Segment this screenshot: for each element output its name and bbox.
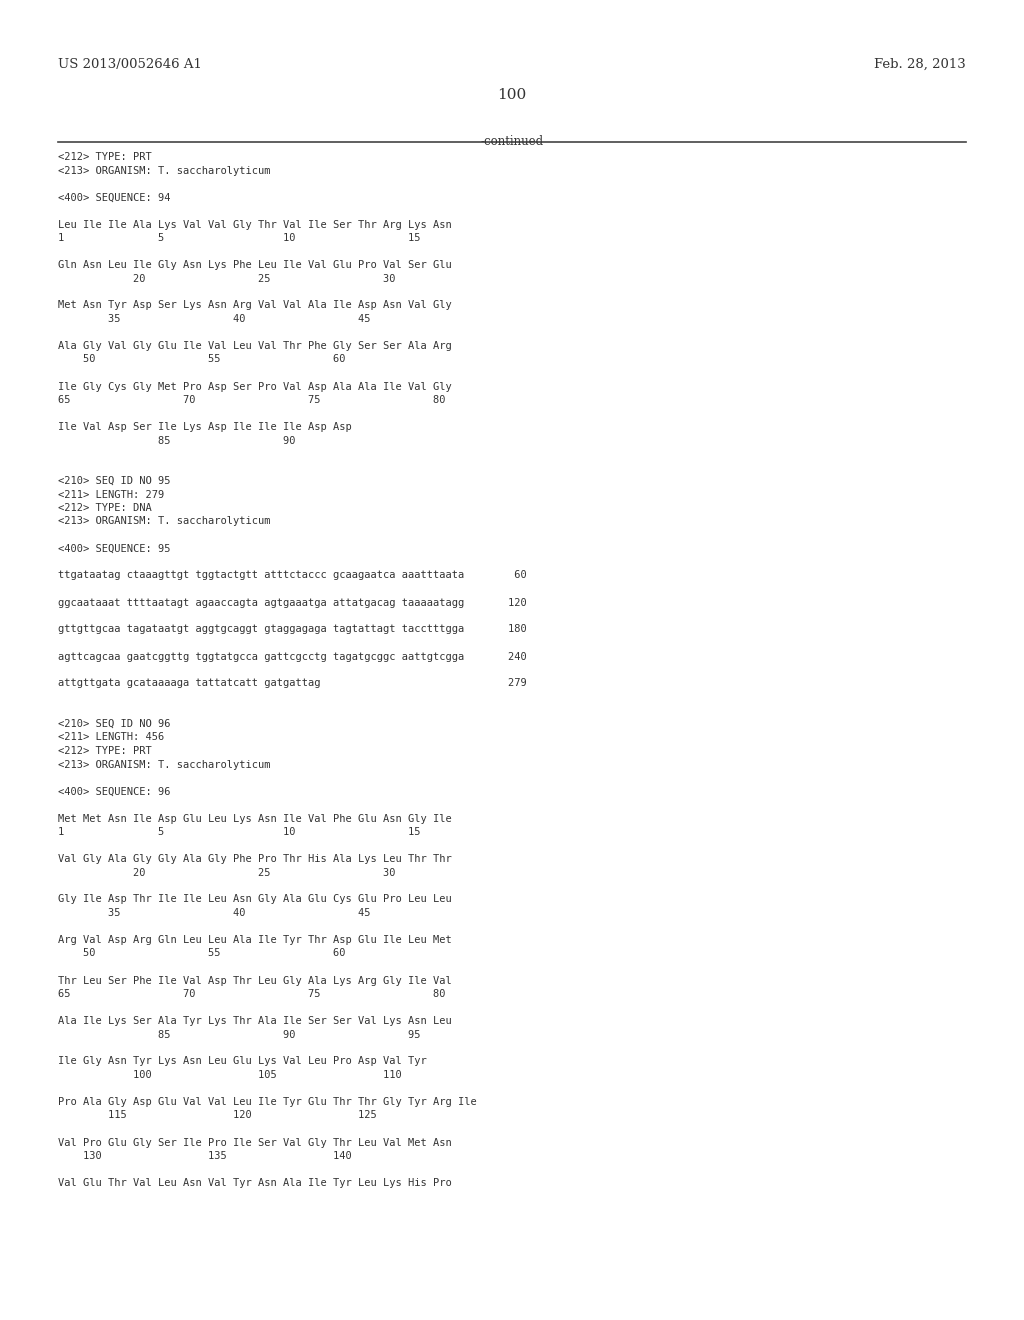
Text: Met Asn Tyr Asp Ser Lys Asn Arg Val Val Ala Ile Asp Asn Val Gly: Met Asn Tyr Asp Ser Lys Asn Arg Val Val … xyxy=(58,301,452,310)
Text: <400> SEQUENCE: 96: <400> SEQUENCE: 96 xyxy=(58,787,171,796)
Text: Ile Val Asp Ser Ile Lys Asp Ile Ile Ile Asp Asp: Ile Val Asp Ser Ile Lys Asp Ile Ile Ile … xyxy=(58,422,352,432)
Text: <212> TYPE: DNA: <212> TYPE: DNA xyxy=(58,503,152,513)
Text: 100                 105                 110: 100 105 110 xyxy=(58,1071,401,1080)
Text: Ala Ile Lys Ser Ala Tyr Lys Thr Ala Ile Ser Ser Val Lys Asn Leu: Ala Ile Lys Ser Ala Tyr Lys Thr Ala Ile … xyxy=(58,1016,452,1026)
Text: agttcagcaa gaatcggttg tggtatgcca gattcgcctg tagatgcggc aattgtcgga       240: agttcagcaa gaatcggttg tggtatgcca gattcgc… xyxy=(58,652,526,661)
Text: <400> SEQUENCE: 95: <400> SEQUENCE: 95 xyxy=(58,544,171,553)
Text: Leu Ile Ile Ala Lys Val Val Gly Thr Val Ile Ser Thr Arg Lys Asn: Leu Ile Ile Ala Lys Val Val Gly Thr Val … xyxy=(58,219,452,230)
Text: gttgttgcaa tagataatgt aggtgcaggt gtaggagaga tagtattagt tacctttgga       180: gttgttgcaa tagataatgt aggtgcaggt gtaggag… xyxy=(58,624,526,635)
Text: Gly Ile Asp Thr Ile Ile Leu Asn Gly Ala Glu Cys Glu Pro Leu Leu: Gly Ile Asp Thr Ile Ile Leu Asn Gly Ala … xyxy=(58,895,452,904)
Text: <213> ORGANISM: T. saccharolyticum: <213> ORGANISM: T. saccharolyticum xyxy=(58,516,270,527)
Text: 35                  40                  45: 35 40 45 xyxy=(58,908,371,917)
Text: 65                  70                  75                  80: 65 70 75 80 xyxy=(58,989,445,999)
Text: 50                  55                  60: 50 55 60 xyxy=(58,355,345,364)
Text: Arg Val Asp Arg Gln Leu Leu Ala Ile Tyr Thr Asp Glu Ile Leu Met: Arg Val Asp Arg Gln Leu Leu Ala Ile Tyr … xyxy=(58,935,452,945)
Text: 20                  25                  30: 20 25 30 xyxy=(58,273,395,284)
Text: US 2013/0052646 A1: US 2013/0052646 A1 xyxy=(58,58,202,71)
Text: ttgataatag ctaaagttgt tggtactgtt atttctaccc gcaagaatca aaatttaata        60: ttgataatag ctaaagttgt tggtactgtt atttcta… xyxy=(58,570,526,581)
Text: <210> SEQ ID NO 96: <210> SEQ ID NO 96 xyxy=(58,719,171,729)
Text: <211> LENGTH: 279: <211> LENGTH: 279 xyxy=(58,490,164,499)
Text: 115                 120                 125: 115 120 125 xyxy=(58,1110,377,1121)
Text: 20                  25                  30: 20 25 30 xyxy=(58,867,395,878)
Text: Val Pro Glu Gly Ser Ile Pro Ile Ser Val Gly Thr Leu Val Met Asn: Val Pro Glu Gly Ser Ile Pro Ile Ser Val … xyxy=(58,1138,452,1147)
Text: Met Met Asn Ile Asp Glu Leu Lys Asn Ile Val Phe Glu Asn Gly Ile: Met Met Asn Ile Asp Glu Leu Lys Asn Ile … xyxy=(58,813,452,824)
Text: 85                  90                  95: 85 90 95 xyxy=(58,1030,421,1040)
Text: 1               5                   10                  15: 1 5 10 15 xyxy=(58,828,421,837)
Text: <212> TYPE: PRT: <212> TYPE: PRT xyxy=(58,746,152,756)
Text: Thr Leu Ser Phe Ile Val Asp Thr Leu Gly Ala Lys Arg Gly Ile Val: Thr Leu Ser Phe Ile Val Asp Thr Leu Gly … xyxy=(58,975,452,986)
Text: 100: 100 xyxy=(498,88,526,102)
Text: <210> SEQ ID NO 95: <210> SEQ ID NO 95 xyxy=(58,477,171,486)
Text: <211> LENGTH: 456: <211> LENGTH: 456 xyxy=(58,733,164,742)
Text: <212> TYPE: PRT: <212> TYPE: PRT xyxy=(58,152,152,162)
Text: Ala Gly Val Gly Glu Ile Val Leu Val Thr Phe Gly Ser Ser Ala Arg: Ala Gly Val Gly Glu Ile Val Leu Val Thr … xyxy=(58,341,452,351)
Text: Feb. 28, 2013: Feb. 28, 2013 xyxy=(874,58,966,71)
Text: 65                  70                  75                  80: 65 70 75 80 xyxy=(58,395,445,405)
Text: 50                  55                  60: 50 55 60 xyxy=(58,949,345,958)
Text: ggcaataaat ttttaatagt agaaccagta agtgaaatga attatgacag taaaaatagg       120: ggcaataaat ttttaatagt agaaccagta agtgaaa… xyxy=(58,598,526,607)
Text: 1               5                   10                  15: 1 5 10 15 xyxy=(58,234,421,243)
Text: <400> SEQUENCE: 94: <400> SEQUENCE: 94 xyxy=(58,193,171,202)
Text: Val Gly Ala Gly Gly Ala Gly Phe Pro Thr His Ala Lys Leu Thr Thr: Val Gly Ala Gly Gly Ala Gly Phe Pro Thr … xyxy=(58,854,452,865)
Text: -continued: -continued xyxy=(480,135,544,148)
Text: Gln Asn Leu Ile Gly Asn Lys Phe Leu Ile Val Glu Pro Val Ser Glu: Gln Asn Leu Ile Gly Asn Lys Phe Leu Ile … xyxy=(58,260,452,271)
Text: <213> ORGANISM: T. saccharolyticum: <213> ORGANISM: T. saccharolyticum xyxy=(58,759,270,770)
Text: Pro Ala Gly Asp Glu Val Val Leu Ile Tyr Glu Thr Thr Gly Tyr Arg Ile: Pro Ala Gly Asp Glu Val Val Leu Ile Tyr … xyxy=(58,1097,477,1107)
Text: Val Glu Thr Val Leu Asn Val Tyr Asn Ala Ile Tyr Leu Lys His Pro: Val Glu Thr Val Leu Asn Val Tyr Asn Ala … xyxy=(58,1177,452,1188)
Text: attgttgata gcataaaaga tattatcatt gatgattag                              279: attgttgata gcataaaaga tattatcatt gatgatt… xyxy=(58,678,526,689)
Text: 85                  90: 85 90 xyxy=(58,436,296,446)
Text: 130                 135                 140: 130 135 140 xyxy=(58,1151,352,1162)
Text: <213> ORGANISM: T. saccharolyticum: <213> ORGANISM: T. saccharolyticum xyxy=(58,165,270,176)
Text: 35                  40                  45: 35 40 45 xyxy=(58,314,371,323)
Text: Ile Gly Cys Gly Met Pro Asp Ser Pro Val Asp Ala Ala Ile Val Gly: Ile Gly Cys Gly Met Pro Asp Ser Pro Val … xyxy=(58,381,452,392)
Text: Ile Gly Asn Tyr Lys Asn Leu Glu Lys Val Leu Pro Asp Val Tyr: Ile Gly Asn Tyr Lys Asn Leu Glu Lys Val … xyxy=(58,1056,427,1067)
